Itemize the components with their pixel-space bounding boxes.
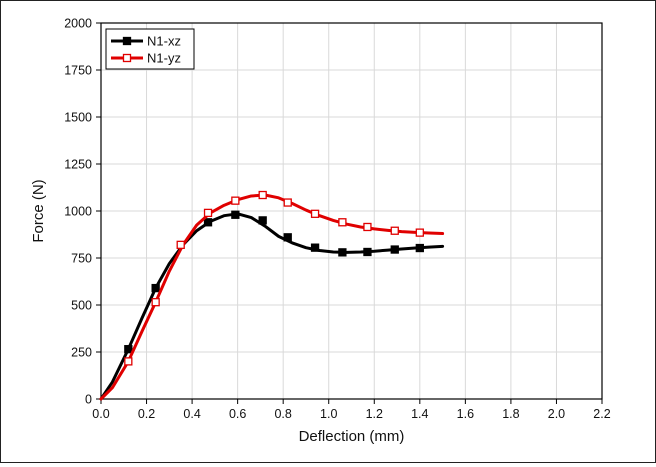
data-point-n1-xz: [338, 248, 347, 257]
data-point-n1-yz: [151, 298, 160, 307]
y-tick-label: 0: [85, 393, 92, 407]
data-point-n1-yz: [338, 218, 347, 227]
x-tick-label: 1.2: [366, 407, 383, 421]
data-point-n1-yz: [415, 228, 424, 237]
legend-label-n1-xz: N1-xz: [147, 34, 181, 49]
data-point-n1-xz: [203, 218, 213, 227]
y-axis-label: Force (N): [30, 179, 47, 242]
legend-marker-n1-xz: [122, 36, 132, 46]
x-tick-label: 0.0: [92, 407, 109, 421]
x-tick-label: 1.8: [502, 407, 519, 421]
data-point-n1-yz: [283, 198, 292, 207]
x-tick-label: 0.8: [274, 407, 291, 421]
legend-label-n1-yz: N1-yz: [147, 51, 181, 66]
data-point-n1-yz: [258, 190, 267, 200]
y-tick-label: 250: [71, 346, 92, 360]
data-point-n1-yz: [363, 222, 372, 232]
data-point-n1-xz: [231, 210, 240, 219]
x-tick-label: 0.4: [183, 407, 200, 421]
y-tick-label: 1750: [64, 64, 92, 78]
data-point-n1-xz: [258, 216, 267, 225]
data-point-n1-yz: [231, 196, 240, 205]
y-tick-label: 500: [71, 299, 92, 313]
data-point-n1-xz: [415, 243, 424, 253]
series-layer: [99, 190, 445, 401]
data-point-n1-xz: [283, 233, 292, 242]
data-point-n1-xz: [390, 245, 399, 254]
y-tick-label: 2000: [64, 17, 92, 31]
axis-ticks: 0 250 500 750 1000 1250 1500 1750 2000 0.0 0.2 0.4 0…: [64, 17, 611, 422]
x-tick-label: 0.2: [138, 407, 155, 421]
legend-marker-n1-yz: [122, 53, 132, 63]
data-point-n1-xz: [151, 283, 160, 293]
grid-lines: [100, 22, 603, 400]
x-tick-label: 0.6: [229, 407, 246, 421]
data-point-n1-yz: [390, 226, 399, 235]
data-point-n1-yz: [203, 208, 213, 218]
data-point-n1-xz: [310, 243, 320, 252]
x-tick-label: 2.2: [593, 407, 610, 421]
legend-box: [105, 28, 195, 70]
data-point-n1-yz: [124, 357, 133, 366]
series-line-n1-yz: [99, 193, 445, 401]
data-point-n1-yz: [176, 240, 185, 249]
x-tick-label: 1.4: [411, 407, 428, 421]
y-tick-label: 1000: [64, 205, 92, 219]
x-tick-label: 2.0: [548, 407, 565, 421]
legend: N1-xz N1-yz: [105, 28, 195, 70]
y-tick-label: 750: [71, 252, 92, 266]
x-tick-label: 1.6: [457, 407, 474, 421]
y-tick-label: 1500: [64, 111, 92, 125]
x-tick-label: 1.0: [320, 407, 337, 421]
data-point-n1-xz: [363, 247, 372, 257]
y-tick-label: 1250: [64, 158, 92, 172]
x-axis-label: Deflection (mm): [299, 428, 405, 445]
data-point-n1-yz: [310, 209, 320, 218]
data-point-n1-xz: [124, 345, 133, 354]
